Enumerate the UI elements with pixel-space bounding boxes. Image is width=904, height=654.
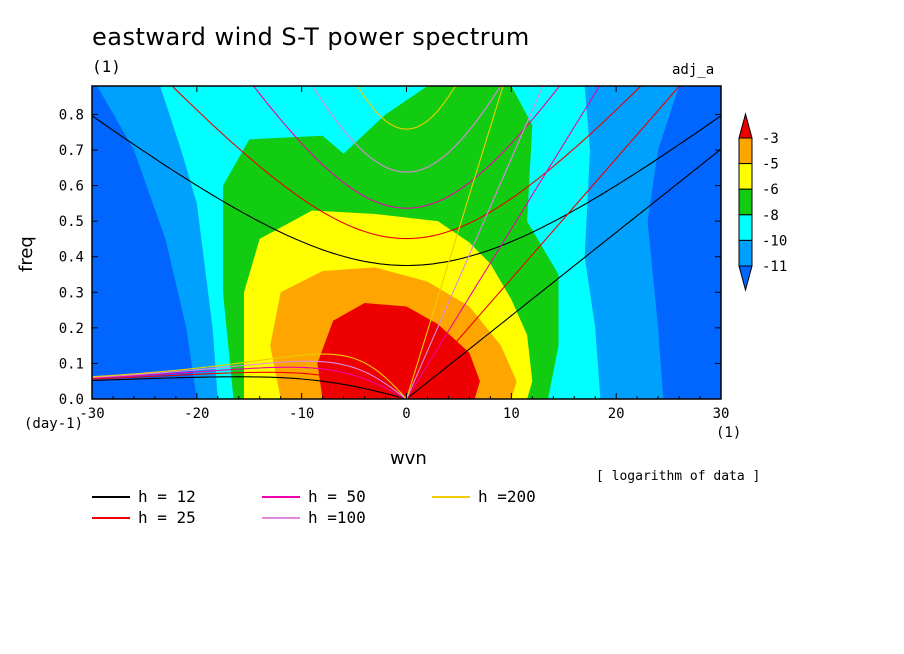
y-tick-label: 0.1 — [59, 356, 84, 372]
x-tick-label: 0 — [402, 406, 410, 422]
colorbar-box — [738, 239, 753, 267]
curve-inertia-gravity-h12 — [92, 115, 721, 267]
curve-inertia-gravity-h50 — [252, 86, 561, 209]
legend-item: h = 12 — [92, 487, 252, 507]
legend-swatch — [92, 496, 130, 498]
legend-label: h = 25 — [138, 508, 196, 527]
run-label: adj_a — [672, 62, 715, 78]
colorbar-label: -11 — [762, 259, 787, 275]
legend-swatch — [262, 496, 300, 498]
y-tick-label: 0.8 — [59, 107, 84, 123]
curve-rossby-h100 — [92, 360, 407, 399]
curve-kelvin-h100 — [405, 86, 544, 399]
curve-inertia-gravity-h25 — [171, 86, 642, 240]
legend-label: h =200 — [478, 487, 536, 506]
y-tick-label: 0.5 — [59, 214, 84, 230]
y-tick-label: 0.4 — [59, 250, 84, 266]
curve-kelvin-h200 — [405, 86, 504, 399]
x-tick-label: 30 — [713, 406, 730, 422]
y-tick-label: 0.3 — [59, 285, 84, 301]
curve-inertia-gravity-h200 — [356, 86, 457, 130]
curve-kelvin-h25 — [406, 86, 681, 399]
legend-swatch — [262, 517, 300, 519]
footnote: [ logarithm of data ] — [596, 469, 761, 484]
legend-swatch — [432, 496, 470, 498]
colorbar-label: -3 — [762, 131, 779, 147]
plot-area — [92, 86, 721, 399]
x-axis-unit: (1) — [716, 425, 742, 441]
legend-item: h =200 — [432, 487, 592, 507]
curve-rossby-h25 — [92, 371, 407, 399]
legend-item: h = 25 — [92, 508, 252, 528]
colorbar-box — [738, 137, 753, 165]
colorbar-label: -6 — [762, 182, 779, 198]
colorbar-label: -8 — [762, 208, 779, 224]
colorbar-bottom-arrow — [738, 265, 753, 292]
band-gt-3 — [317, 303, 480, 399]
x-axis-label: wvn — [390, 448, 427, 469]
x-tick-label: -10 — [289, 406, 314, 422]
curve-rossby-h50 — [92, 366, 407, 399]
curve-kelvin-h12 — [406, 148, 721, 399]
curve-inertia-gravity-h100 — [311, 86, 502, 173]
colorbar-label: -10 — [762, 233, 787, 249]
y-axis-unit: (day-1) — [24, 416, 84, 432]
x-tick-label: 10 — [503, 406, 520, 422]
legend-item: h =100 — [262, 508, 422, 528]
curve-rossby-h12 — [92, 376, 407, 399]
x-tick-label: 20 — [608, 406, 625, 422]
subtitle-unit: (1) — [92, 57, 121, 76]
legend-item: h = 50 — [262, 487, 422, 507]
x-tick-label: -20 — [184, 406, 209, 422]
legend-label: h =100 — [308, 508, 366, 527]
colorbar-box — [738, 188, 753, 216]
curve-rossby-h200 — [92, 353, 407, 399]
legend-label: h = 12 — [138, 487, 196, 506]
y-tick-label: 0.6 — [59, 179, 84, 195]
curve-kelvin-h50 — [406, 86, 601, 399]
y-tick-label: 0.2 — [59, 321, 84, 337]
legend-swatch — [92, 517, 130, 519]
colorbar-box — [738, 214, 753, 241]
colorbar-top-arrow — [738, 112, 753, 139]
colorbar-label: -5 — [762, 157, 779, 173]
chart-title: eastward wind S-T power spectrum — [92, 23, 530, 51]
x-tick-label: -30 — [79, 406, 104, 422]
y-tick-label: 0.0 — [59, 392, 84, 408]
y-tick-label: 0.7 — [59, 143, 84, 159]
legend-label: h = 50 — [308, 487, 366, 506]
colorbar-box — [738, 163, 753, 190]
